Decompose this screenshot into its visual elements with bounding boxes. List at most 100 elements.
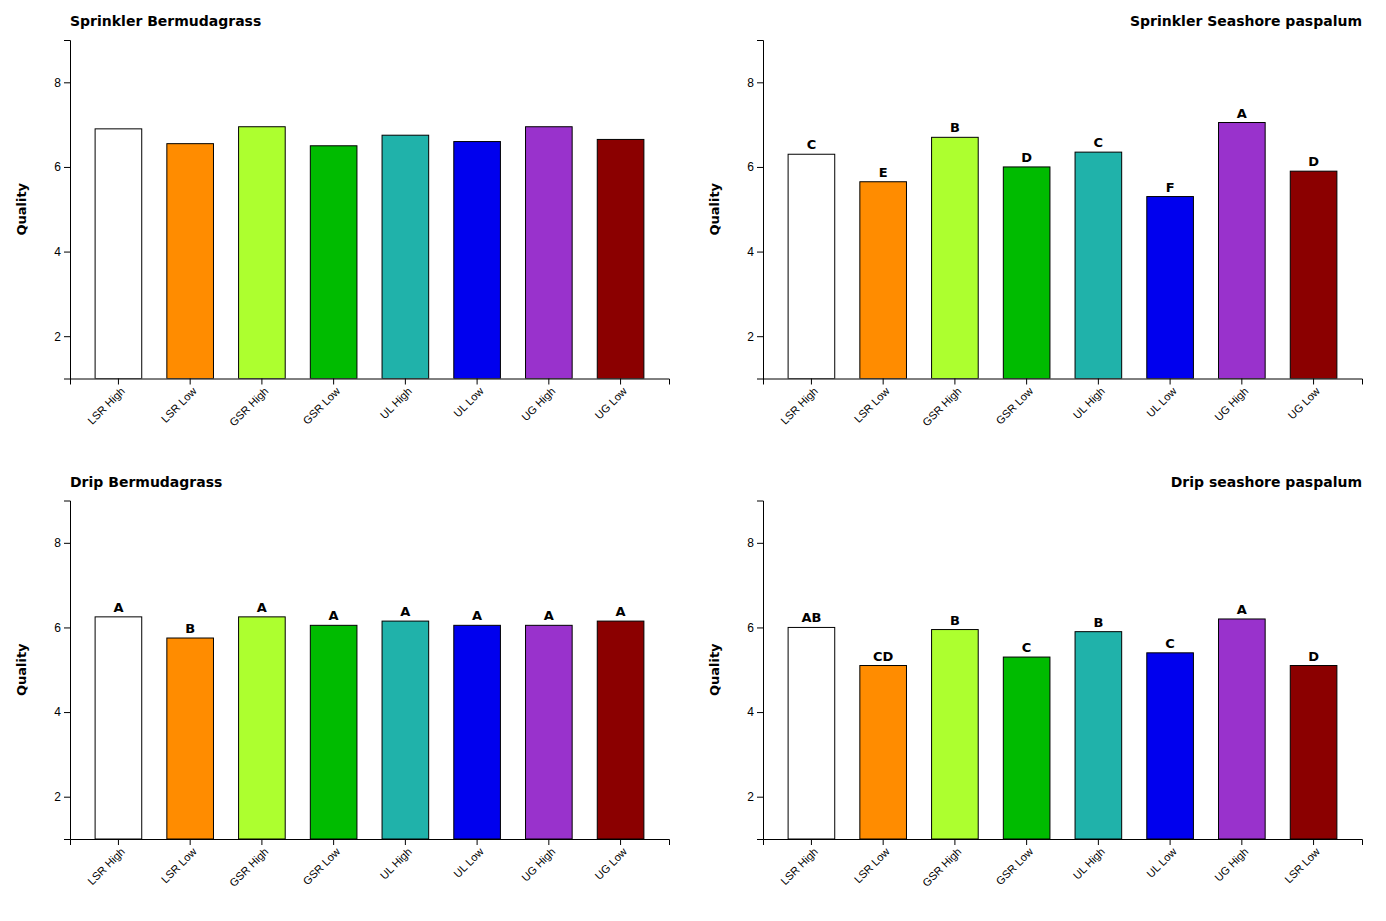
y-tick: 6: [54, 160, 70, 174]
x-axis-line: [764, 379, 1363, 385]
x-tick-label: LSR High: [85, 845, 127, 887]
y-tick-mark: [757, 543, 763, 544]
x-tick-label: GSR Low: [300, 845, 342, 887]
x-tick: LSR High: [85, 379, 127, 427]
bar: [526, 127, 573, 379]
y-tick: 8: [747, 76, 763, 90]
bar: [95, 129, 142, 379]
y-tick-label: 6: [54, 160, 61, 174]
x-tick-label: LSR Low: [1282, 845, 1322, 885]
panel-title: Drip seashore paspalum: [1171, 474, 1362, 490]
y-tick-label: 8: [747, 76, 754, 90]
bar-annotation: A: [113, 600, 123, 615]
x-tick: LSR Low: [852, 379, 892, 425]
x-tick-label: UG Low: [593, 385, 630, 422]
x-tick: UG High: [519, 379, 557, 424]
x-tick-mark: [954, 839, 955, 845]
panel: 2468LSR HighLSR LowGSR HighGSR LowUL Hig…: [14, 474, 670, 889]
x-tick-label: LSR Low: [159, 845, 199, 885]
y-tick-label: 8: [747, 536, 754, 550]
chart-figure: 2468LSR HighLSR LowGSR HighGSR LowUL Hig…: [0, 0, 1386, 921]
panel: 2468LSR HighLSR LowGSR HighGSR LowUL Hig…: [707, 13, 1363, 428]
x-tick: GSR High: [920, 839, 964, 889]
bar: [597, 621, 644, 839]
x-tick: LSR Low: [159, 379, 199, 425]
x-tick: GSR High: [227, 379, 271, 429]
x-tick-label: UG Low: [593, 845, 630, 882]
bar-annotation: B: [185, 621, 195, 636]
bar: [788, 154, 835, 378]
x-tick-mark: [1241, 379, 1242, 385]
bar: [1219, 123, 1266, 379]
bar: [1003, 167, 1050, 379]
x-tick-mark: [1313, 379, 1314, 385]
x-tick: UG High: [1212, 379, 1250, 424]
bar-annotation: C: [1022, 640, 1032, 655]
bar-annotation: C: [1165, 636, 1175, 651]
x-tick: UL High: [1071, 379, 1107, 422]
y-tick-label: 2: [747, 790, 754, 804]
x-tick-label: UG High: [1212, 845, 1250, 883]
y-tick: 4: [54, 705, 70, 719]
bars: [788, 123, 1337, 379]
x-tick: UG Low: [1286, 379, 1323, 422]
x-tick-mark: [548, 839, 549, 845]
x-axis: LSR HighLSR LowGSR HighGSR LowUL HighUL …: [71, 379, 670, 429]
bar: [1075, 632, 1122, 839]
x-tick: UL High: [1071, 839, 1107, 882]
bar: [95, 617, 142, 839]
y-tick: 8: [54, 76, 70, 90]
y-axis-title: Quality: [707, 643, 722, 696]
x-tick-label: LSR Low: [159, 385, 199, 425]
y-tick-mark: [757, 167, 763, 168]
y-tick-mark: [64, 627, 70, 628]
x-tick-label: LSR High: [778, 845, 820, 887]
bar: [1290, 666, 1337, 839]
x-tick-label: GSR Low: [993, 385, 1035, 427]
y-axis-line: [64, 41, 71, 380]
bar-annotation: AB: [801, 610, 821, 625]
x-tick: UL Low: [1144, 839, 1179, 880]
x-tick-mark: [1313, 839, 1314, 845]
x-tick-label: UL Low: [451, 845, 486, 880]
x-tick-mark: [477, 379, 478, 385]
x-tick-mark: [620, 839, 621, 845]
x-tick-label: UL High: [378, 845, 414, 881]
x-tick-mark: [811, 379, 812, 385]
x-tick: GSR Low: [300, 839, 342, 887]
x-tick-mark: [1241, 839, 1242, 845]
x-tick-label: UL Low: [451, 385, 486, 420]
bar: [454, 142, 501, 379]
x-tick-mark: [811, 839, 812, 845]
x-tick-label: GSR High: [227, 845, 271, 889]
bar: [310, 146, 357, 379]
y-tick: 2: [747, 790, 763, 804]
bar-annotation: B: [950, 120, 960, 135]
x-tick-mark: [954, 379, 955, 385]
x-tick-mark: [1098, 839, 1099, 845]
bar: [1290, 171, 1337, 378]
bar-annotation: A: [257, 600, 267, 615]
bar: [1003, 657, 1050, 839]
x-tick-mark: [190, 379, 191, 385]
x-tick-mark: [118, 839, 119, 845]
panel: 2468LSR HighLSR LowGSR HighGSR LowUL Hig…: [14, 13, 670, 428]
x-tick: LSR High: [85, 839, 127, 887]
bar: [382, 621, 429, 839]
bar-annotation: A: [329, 608, 339, 623]
annotations: ABCDBCBCAD: [801, 602, 1319, 664]
bar: [1219, 619, 1266, 839]
x-tick: UL Low: [451, 839, 486, 880]
x-tick-mark: [477, 839, 478, 845]
x-tick-label: LSR Low: [852, 845, 892, 885]
x-tick: GSR High: [227, 839, 271, 889]
bar: [310, 625, 357, 839]
y-axis: 2468: [747, 501, 763, 840]
bar: [932, 137, 979, 378]
y-tick-label: 4: [54, 245, 61, 259]
bar: [860, 666, 907, 839]
x-tick-label: LSR High: [778, 385, 820, 427]
bar: [1147, 653, 1194, 839]
x-tick-label: GSR Low: [993, 845, 1035, 887]
x-tick-label: GSR High: [920, 385, 964, 429]
